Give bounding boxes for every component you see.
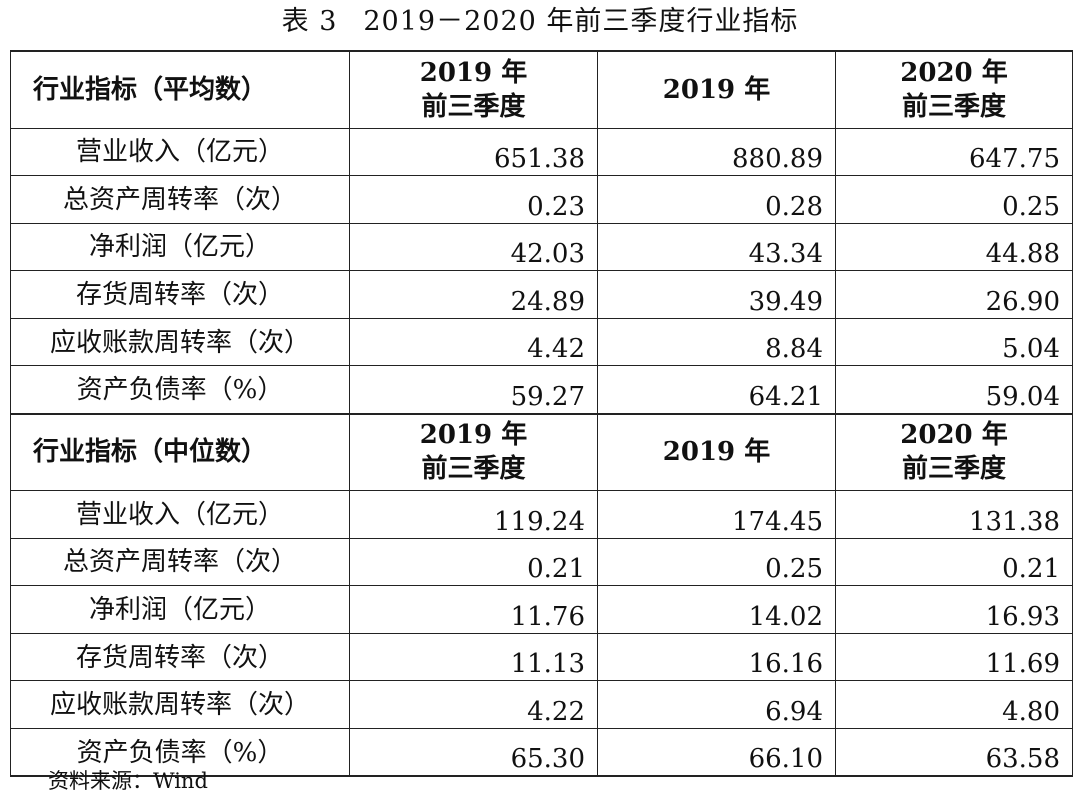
table-title-text: 2019－2020 年前三季度行业指标 [363,6,799,37]
row-label: 营业收入（亿元） [10,127,350,177]
cell-value: 131.38 [835,490,1073,539]
column-header-2019-full-year: 2019 年 [597,50,836,129]
cell-value: 0.28 [597,175,836,224]
row-label: 存货周转率（次） [10,270,350,319]
source-note: 资料来源：Wind [48,769,208,793]
cell-value: 59.04 [835,365,1073,415]
section-average: 行业指标（平均数） 2019 年前三季度 2019 年 2020 年前三季度 营… [10,50,1073,415]
cell-value: 0.21 [349,537,598,587]
table-row: 净利润（亿元） 42.03 43.34 44.88 [10,222,1073,272]
cell-value: 8.84 [597,317,836,367]
cell-value: 647.75 [835,127,1073,177]
column-header-2019-q1-q3: 2019 年前三季度 [349,413,598,492]
table-row: 营业收入（亿元） 651.38 880.89 647.75 [10,127,1073,177]
row-label: 资产负债率（%） [10,728,350,778]
table-row: 营业收入（亿元） 119.24 174.45 131.38 [10,490,1073,539]
row-label: 营业收入（亿元） [10,490,350,539]
cell-value: 174.45 [597,490,836,539]
row-label: 净利润（亿元） [10,222,350,272]
column-header-2019-q1-q3: 2019 年前三季度 [349,50,598,129]
cell-value: 14.02 [597,585,836,634]
row-label: 存货周转率（次） [10,632,350,682]
cell-value: 880.89 [597,127,836,177]
table-row: 应收账款周转率（次） 4.42 8.84 5.04 [10,317,1073,367]
table-title-label: 表 3 [281,6,338,37]
row-label: 总资产周转率（次） [10,537,350,587]
cell-value: 16.93 [835,585,1073,634]
cell-value: 0.21 [835,537,1073,587]
cell-value: 11.13 [349,632,598,682]
row-label: 资产负债率（%） [10,365,350,415]
cell-value: 5.04 [835,317,1073,367]
cell-value: 11.69 [835,632,1073,682]
cell-value: 651.38 [349,127,598,177]
cell-value: 11.76 [349,585,598,634]
cell-value: 0.23 [349,175,598,224]
cell-value: 16.16 [597,632,836,682]
cell-value: 0.25 [835,175,1073,224]
cell-value: 44.88 [835,222,1073,272]
cell-value: 43.34 [597,222,836,272]
cell-value: 4.22 [349,680,598,730]
row-label: 总资产周转率（次） [10,175,350,224]
cell-value: 119.24 [349,490,598,539]
cell-value: 65.30 [349,728,598,778]
row-label: 应收账款周转率（次） [10,680,350,730]
section-header-row: 行业指标（中位数） 2019 年前三季度 2019 年 2020 年前三季度 [10,413,1073,492]
section-median: 行业指标（中位数） 2019 年前三季度 2019 年 2020 年前三季度 营… [10,413,1073,778]
cell-value: 4.80 [835,680,1073,730]
section-header-label: 行业指标（平均数） [10,50,350,129]
section-header-label: 行业指标（中位数） [10,413,350,492]
row-label: 应收账款周转率（次） [10,317,350,367]
table-row: 总资产周转率（次） 0.23 0.28 0.25 [10,175,1073,224]
table-row: 净利润（亿元） 11.76 14.02 16.93 [10,585,1073,634]
cell-value: 6.94 [597,680,836,730]
row-label: 净利润（亿元） [10,585,350,634]
cell-value: 4.42 [349,317,598,367]
table-row: 应收账款周转率（次） 4.22 6.94 4.80 [10,680,1073,730]
table-row: 资产负债率（%） 65.30 66.10 63.58 [10,728,1073,778]
cell-value: 24.89 [349,270,598,319]
cell-value: 64.21 [597,365,836,415]
table-title: 表 3 2019－2020 年前三季度行业指标 [0,2,1080,42]
cell-value: 0.25 [597,537,836,587]
column-header-2019-full-year: 2019 年 [597,413,836,492]
cell-value: 39.49 [597,270,836,319]
column-header-2020-q1-q3: 2020 年前三季度 [835,50,1073,129]
column-header-2020-q1-q3: 2020 年前三季度 [835,413,1073,492]
industry-indicators-table: 行业指标（平均数） 2019 年前三季度 2019 年 2020 年前三季度 营… [10,50,1073,778]
table-row: 资产负债率（%） 59.27 64.21 59.04 [10,365,1073,415]
table-row: 总资产周转率（次） 0.21 0.25 0.21 [10,537,1073,587]
cell-value: 42.03 [349,222,598,272]
cell-value: 63.58 [835,728,1073,778]
cell-value: 59.27 [349,365,598,415]
cell-value: 66.10 [597,728,836,778]
table-row: 存货周转率（次） 24.89 39.49 26.90 [10,270,1073,319]
cell-value: 26.90 [835,270,1073,319]
section-header-row: 行业指标（平均数） 2019 年前三季度 2019 年 2020 年前三季度 [10,50,1073,129]
table-row: 存货周转率（次） 11.13 16.16 11.69 [10,632,1073,682]
